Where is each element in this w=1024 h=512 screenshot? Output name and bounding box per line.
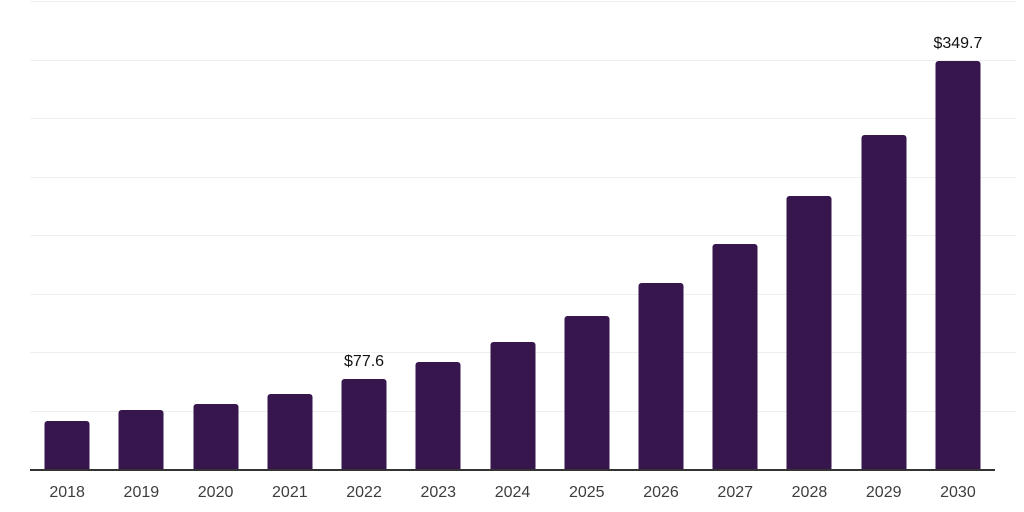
x-tick-2028: 2028 [791,484,828,501]
bar-slot-2026 [624,2,698,470]
bar-slot-2028 [772,2,846,470]
bar-2020 [193,403,239,470]
value-label-2022: $77.6 [344,353,385,371]
x-axis-labels: 2018 2019 2020 2021 2022 2023 2024 2025 2026 2027… [30,483,995,505]
gridline-200 [30,235,1016,236]
x-tick-2024: 2024 [494,484,531,501]
x-tick-2021: 2021 [272,484,308,501]
bar-2024 [490,341,536,470]
bar-slot-2030: $349.7 [921,2,995,470]
bar-slot-2022: $77.6 [327,2,401,470]
bar-slot-2025 [550,2,624,470]
x-tick-2020: 2020 [197,484,234,501]
gridline-400 [30,1,1016,2]
bar-slot-2020 [178,2,252,470]
bar-slot-2018 [30,2,104,470]
x-tick-2027: 2027 [717,484,754,501]
bar-2023 [415,362,461,470]
bar-slot-2019 [104,2,178,470]
x-tick-2025: 2025 [568,484,605,501]
bar-slot-2027 [698,2,772,470]
gridline-150 [30,293,1016,295]
bar-2029 [861,135,907,470]
x-tick-2029: 2029 [865,484,902,501]
gridline-300 [30,118,1016,119]
bar-slot-2024 [475,2,549,470]
bar-2025 [564,315,610,470]
value-label-2030: $349.7 [933,34,983,52]
bar-2027 [712,244,758,470]
x-tick-2023: 2023 [420,484,457,501]
bar-2021 [267,393,313,470]
x-axis-line [30,469,995,471]
x-tick-2022: 2022 [346,484,382,501]
bar-series: $77.6 $349.7 [30,2,995,470]
x-tick-2019: 2019 [123,484,160,501]
bar-2026 [638,282,684,470]
plot-area: $77.6 $349.7 [30,1,1016,470]
bar-2018 [44,420,90,470]
gridline-250 [30,176,1016,178]
bar-slot-2021 [253,2,327,470]
bar-2022 [341,379,387,470]
bar-2028 [786,196,832,470]
x-tick-2030: 2030 [940,484,976,501]
bar-slot-2023 [401,2,475,470]
bar-2019 [118,410,164,470]
bar-slot-2029 [847,2,921,470]
gridline-350 [30,59,1016,61]
x-tick-2026: 2026 [643,484,679,501]
x-tick-2018: 2018 [49,484,85,501]
bar-2030 [935,60,981,470]
